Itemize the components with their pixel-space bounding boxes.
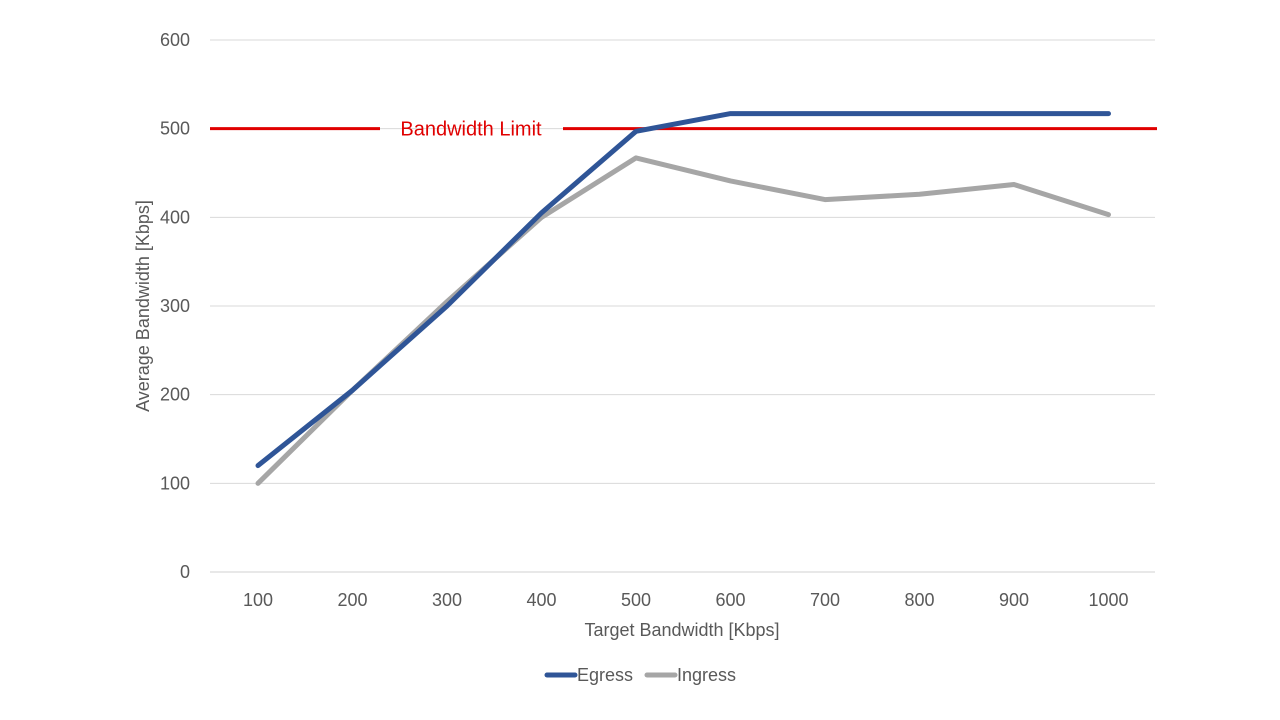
legend-label-egress: Egress <box>577 665 633 685</box>
y-tick-label: 300 <box>160 296 190 316</box>
y-axis-tick-labels: 0 100 200 300 400 500 600 <box>160 30 190 582</box>
x-axis-tick-labels: 100 200 300 400 500 600 700 800 900 1000 <box>243 590 1129 610</box>
x-tick-label: 600 <box>715 590 745 610</box>
x-tick-label: 1000 <box>1088 590 1128 610</box>
y-tick-label: 500 <box>160 119 190 139</box>
gridlines <box>210 39 1155 573</box>
x-tick-label: 900 <box>999 590 1029 610</box>
y-tick-label: 200 <box>160 385 190 405</box>
x-tick-label: 400 <box>526 590 556 610</box>
x-tick-label: 800 <box>904 590 934 610</box>
y-tick-label: 0 <box>180 562 190 582</box>
x-axis-title: Target Bandwidth [Kbps] <box>584 620 779 640</box>
series-lines <box>255 111 1111 486</box>
y-tick-label: 400 <box>160 207 190 227</box>
reference-line-label: Bandwidth Limit <box>400 119 542 141</box>
series-line-ingress <box>255 155 1111 486</box>
x-tick-label: 700 <box>810 590 840 610</box>
legend: Egress Ingress <box>544 665 736 685</box>
y-tick-label: 600 <box>160 30 190 50</box>
x-tick-label: 500 <box>621 590 651 610</box>
x-tick-label: 100 <box>243 590 273 610</box>
x-tick-label: 200 <box>337 590 367 610</box>
series-line-egress <box>255 111 1111 469</box>
y-tick-label: 100 <box>160 473 190 493</box>
y-axis-title: Average Bandwidth [Kbps] <box>133 200 153 412</box>
x-tick-label: 300 <box>432 590 462 610</box>
legend-label-ingress: Ingress <box>677 665 736 685</box>
